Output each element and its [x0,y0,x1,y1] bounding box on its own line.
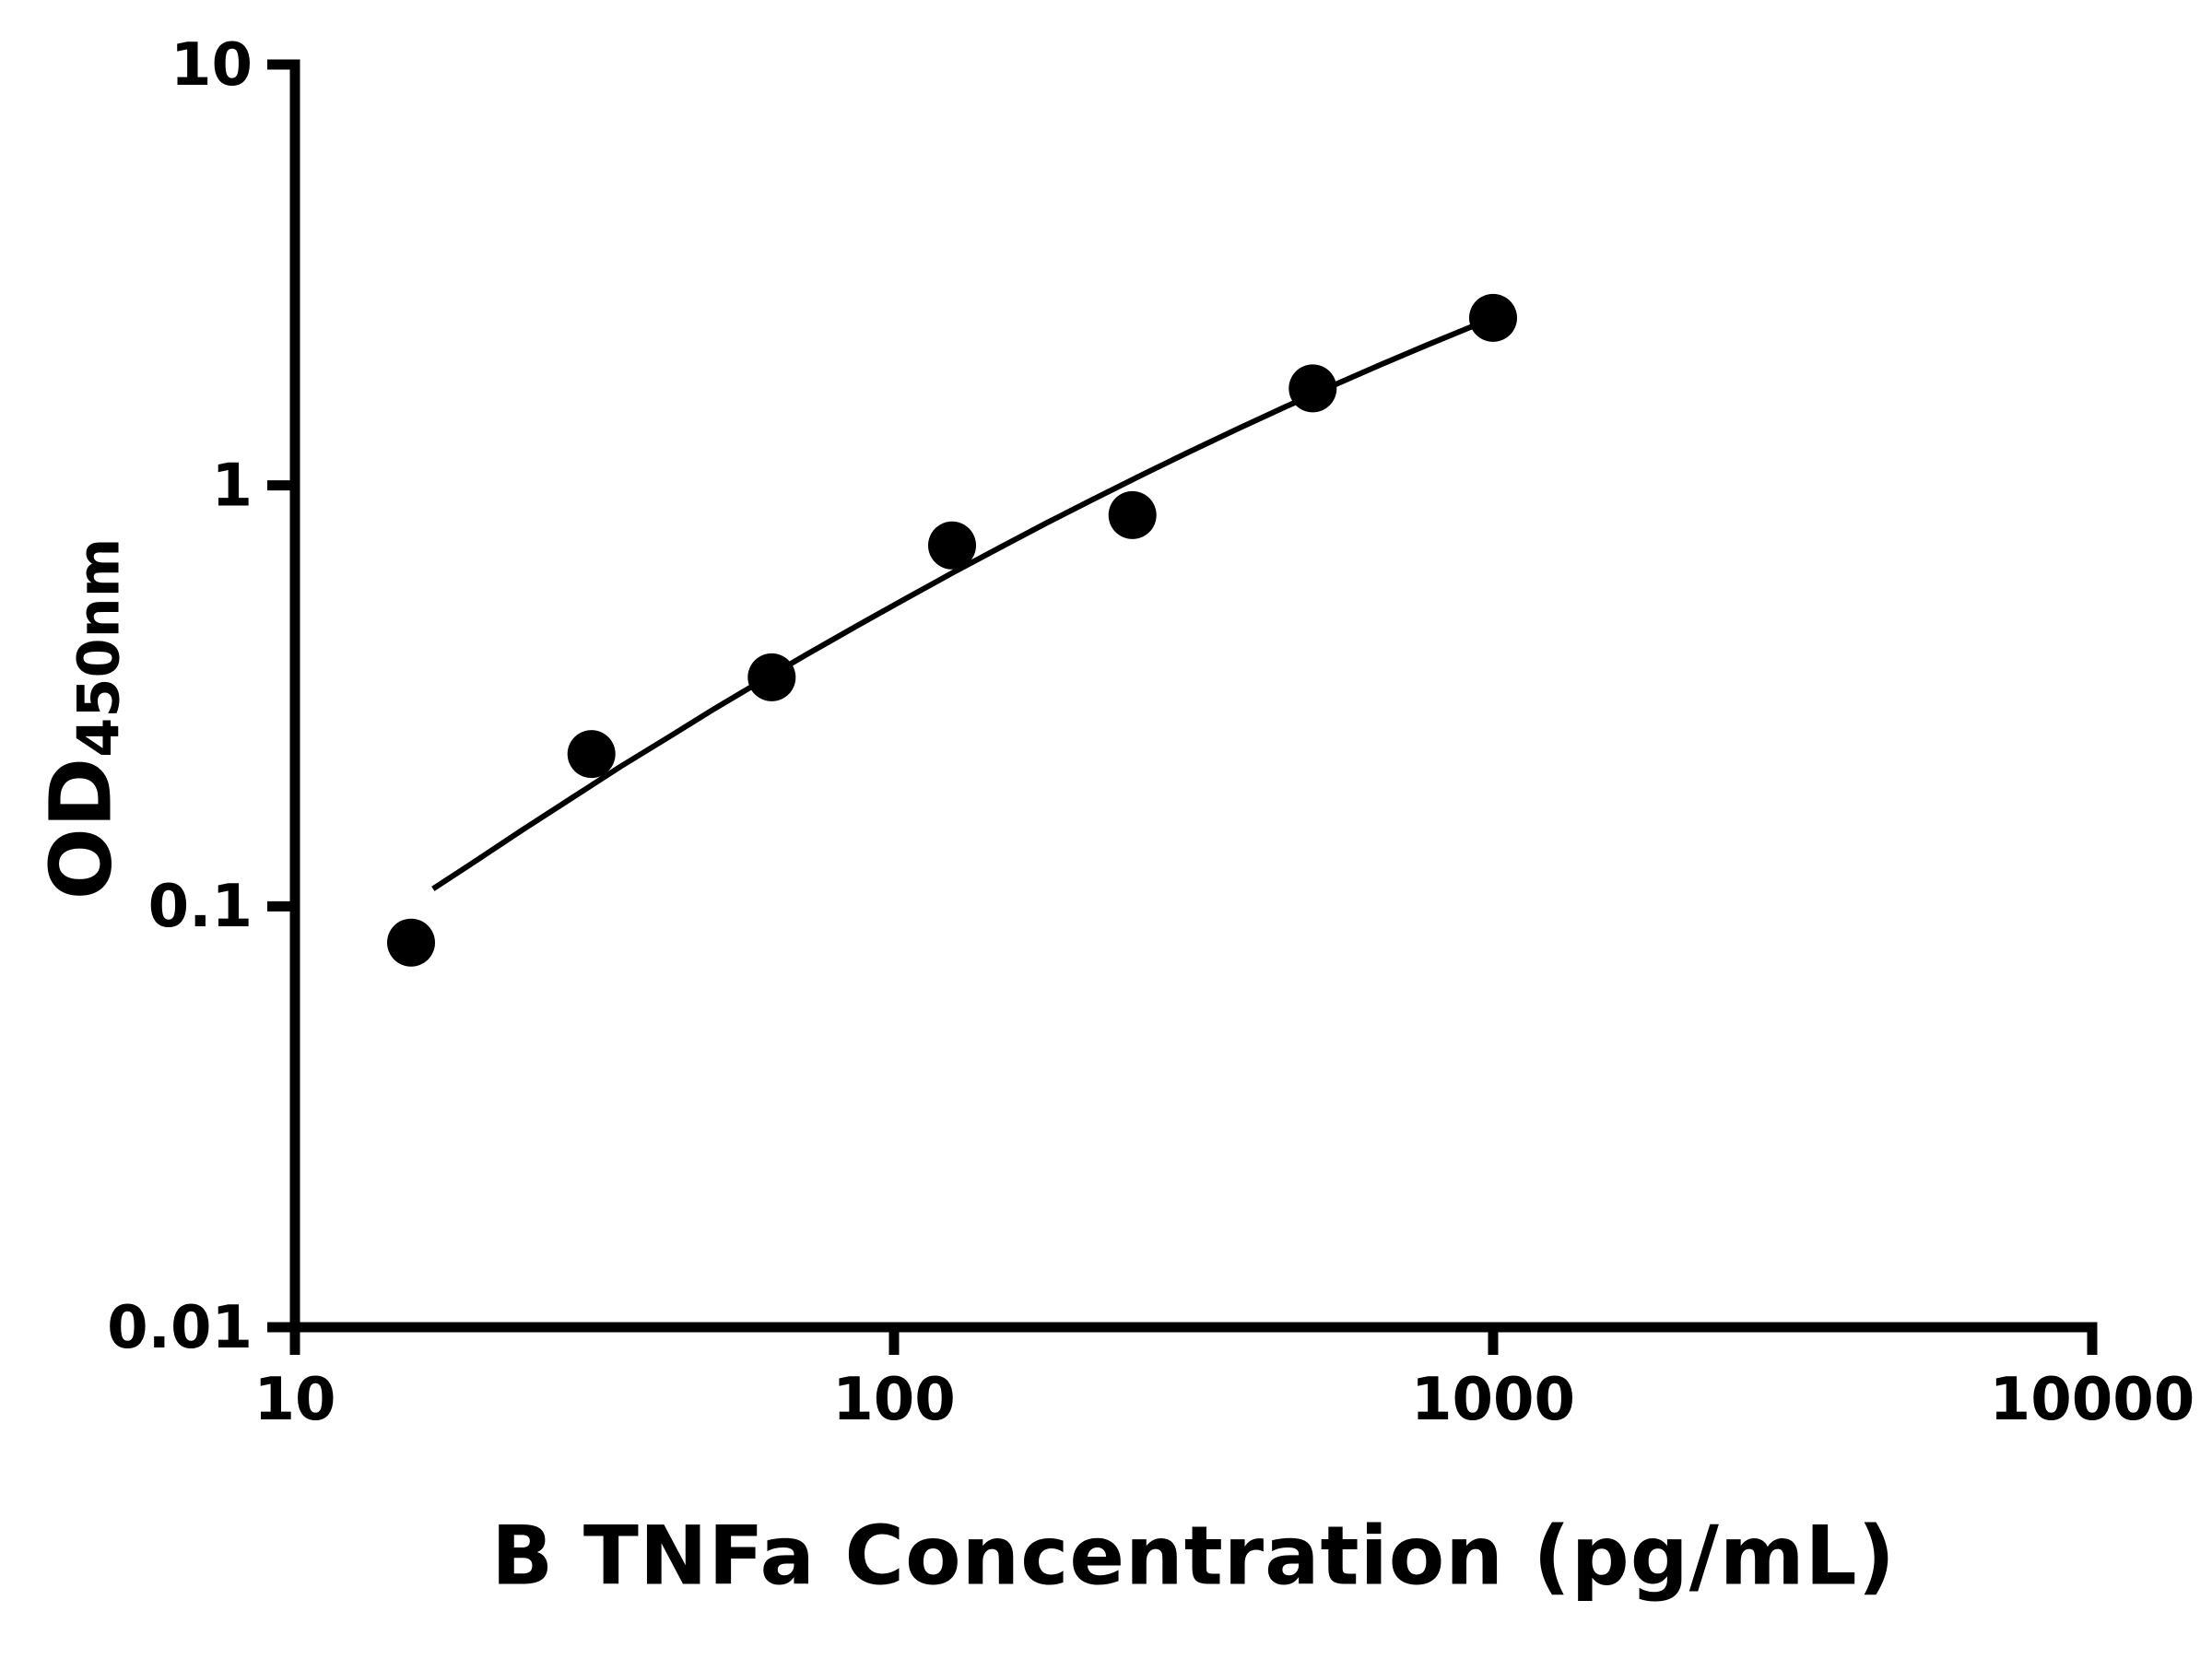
data-point-marker [567,730,616,779]
axes-spine [289,59,2098,1333]
data-point-marker [387,918,435,967]
y-axis-title: OD450nm [31,537,133,900]
data-point-marker [747,653,796,701]
x-axis-title: B TNFa Concentration (pg/mL) [491,1508,1896,1604]
x-tick-label: 10 [253,1366,335,1434]
y-tick-label: 10 [171,31,253,100]
data-point-marker [1469,293,1517,342]
y-tick-label: 0.01 [107,1294,253,1362]
x-tick-label: 10000 [1990,1366,2195,1434]
data-point-marker [1288,364,1337,413]
y-axis-label-subscript: 450nm [65,537,133,758]
fit-curve-line [431,315,1495,891]
data-point-marker [928,521,976,570]
y-tick-label: 1 [211,452,253,520]
data-point-marker [1108,490,1157,539]
y-tick-label: 0.1 [148,873,253,941]
x-tick-label: 1000 [1411,1366,1575,1434]
x-tick-label: 100 [832,1366,956,1434]
y-axis-label: OD [31,757,131,900]
